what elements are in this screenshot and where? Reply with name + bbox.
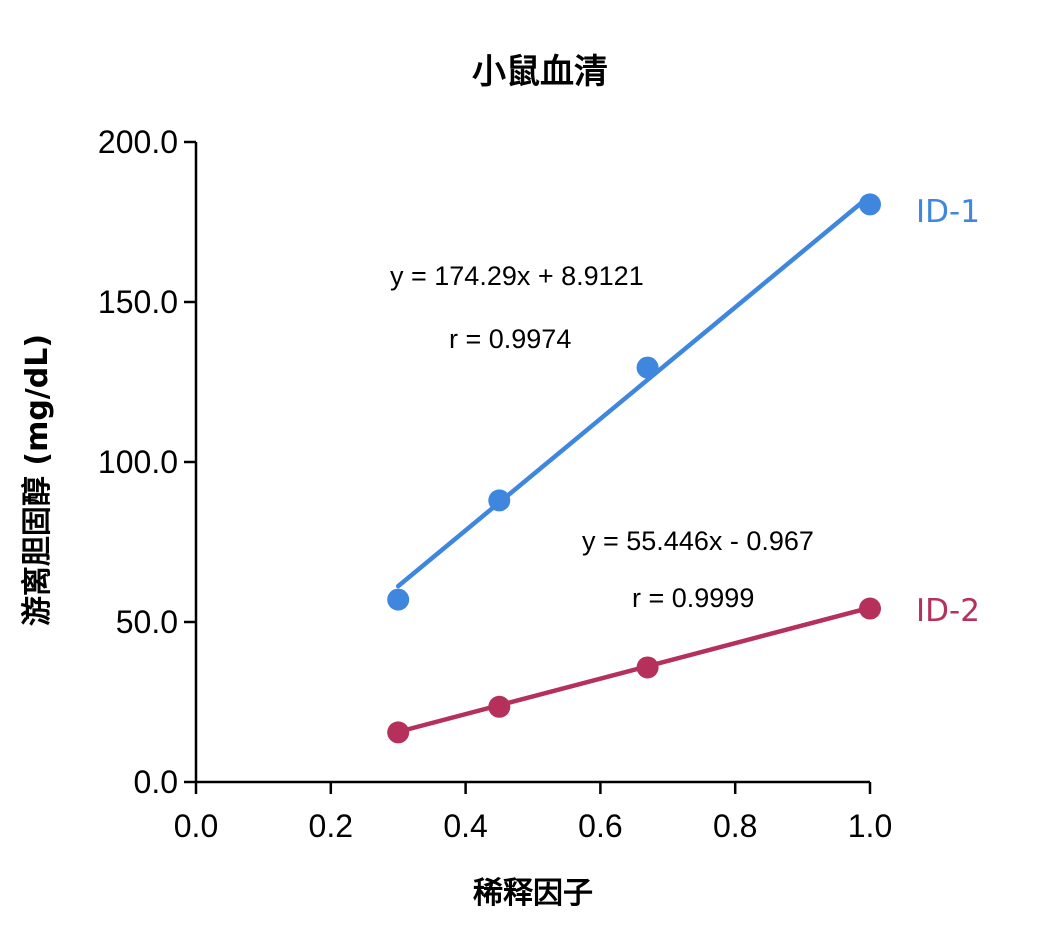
x-tick-label: 0.6 xyxy=(578,808,622,844)
data-point-series-2 xyxy=(859,597,881,620)
id2-series-label: ID-2 xyxy=(916,593,980,629)
series-layer xyxy=(387,193,881,744)
y-tick-label: 200.0 xyxy=(98,124,178,160)
id1-equation: y = 174.29x + 8.9121 xyxy=(390,261,644,291)
id2-equation: y = 55.446x - 0.967 xyxy=(582,526,814,556)
y-tick-label: 50.0 xyxy=(116,604,178,640)
trendline-series-2 xyxy=(395,605,873,735)
x-ticks: 0.0 0.2 0.4 0.6 0.8 1.0 xyxy=(174,782,892,844)
data-point-series-1 xyxy=(859,193,881,216)
data-point-series-1 xyxy=(488,489,511,512)
data-point-series-1 xyxy=(636,356,659,379)
y-axis-label: 游离胆固醇 (mg/dL) xyxy=(20,334,55,626)
y-ticks: 0.0 50.0 100.0 150.0 200.0 xyxy=(98,124,196,800)
id1-series-label: ID-1 xyxy=(916,194,980,230)
x-tick-label: 0.2 xyxy=(309,808,353,844)
x-tick-label: 0.4 xyxy=(443,808,487,844)
data-point-series-2 xyxy=(488,695,511,718)
data-point-series-1 xyxy=(387,588,410,611)
data-point-series-2 xyxy=(636,656,659,679)
x-tick-label: 0.8 xyxy=(713,808,757,844)
data-point-series-2 xyxy=(387,721,410,744)
y-tick-label: 150.0 xyxy=(98,284,178,320)
chart-title: 小鼠血清 xyxy=(472,52,608,92)
x-tick-label: 0.0 xyxy=(174,808,218,844)
x-tick-label: 1.0 xyxy=(848,808,892,844)
x-axis-label: 稀释因子 xyxy=(473,876,593,911)
y-tick-label: 100.0 xyxy=(98,444,178,480)
y-tick-label: 0.0 xyxy=(134,764,178,800)
id1-r-value: r = 0.9974 xyxy=(449,324,571,354)
id2-r-value: r = 0.9999 xyxy=(632,583,754,613)
trendline-series-1 xyxy=(395,193,873,589)
